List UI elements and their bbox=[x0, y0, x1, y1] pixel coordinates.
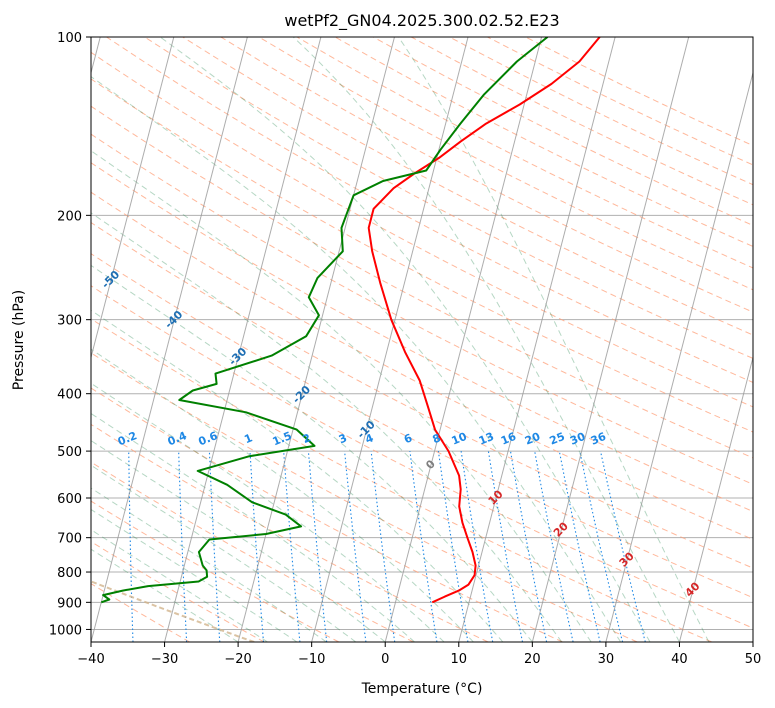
chart-title: wetPf2_GN04.2025.300.02.52.E23 bbox=[284, 11, 559, 31]
isotherm bbox=[311, 37, 469, 642]
dry-adiabat bbox=[91, 253, 753, 599]
mixing-ratio-label: 10 bbox=[450, 430, 469, 448]
isotherm bbox=[384, 37, 543, 642]
dry-adiabat bbox=[91, 318, 712, 642]
y-tick-label: 900 bbox=[57, 596, 82, 611]
dry-adiabat bbox=[144, 37, 753, 359]
x-tick-label: 20 bbox=[524, 652, 541, 667]
mixing-ratio-line bbox=[370, 451, 396, 642]
x-axis-label: Temperature (°C) bbox=[361, 681, 483, 697]
isotherm bbox=[678, 355, 753, 642]
isotherms bbox=[91, 37, 753, 642]
y-tick-label: 100 bbox=[57, 31, 82, 46]
mixing-ratio-line bbox=[283, 451, 301, 642]
isotherm bbox=[91, 37, 175, 360]
mixing-ratio-label: 16 bbox=[499, 430, 518, 448]
mixing-ratio-label: 3 bbox=[337, 431, 349, 446]
x-tick-label: −10 bbox=[298, 652, 325, 667]
y-axis-ticks: 100 200 300 400 500 600 700 800 900 1000 bbox=[49, 31, 91, 638]
mixing-ratio-label: 20 bbox=[523, 430, 542, 448]
x-tick-label: −30 bbox=[151, 652, 178, 667]
plot-area: -100-90-80-70-60-50-40-30-20-10010203040… bbox=[91, 37, 753, 642]
moist-adiabat bbox=[398, 37, 710, 642]
moist-adiabat bbox=[91, 487, 327, 642]
isotherm bbox=[605, 70, 753, 642]
isotherm bbox=[531, 37, 690, 642]
x-axis-ticks: −40 −30 −20 −10 0 10 20 30 40 50 bbox=[77, 642, 761, 667]
mixing-ratio-label: 1 bbox=[242, 431, 254, 446]
dry-adiabat bbox=[91, 583, 190, 642]
mixing-ratio-line bbox=[409, 451, 438, 642]
moist-adiabat bbox=[91, 464, 357, 642]
dry-adiabat bbox=[91, 387, 563, 642]
mixing-ratio-line bbox=[579, 450, 624, 642]
y-tick-label: 300 bbox=[57, 314, 82, 329]
y-tick-label: 400 bbox=[57, 388, 82, 403]
x-tick-label: −20 bbox=[224, 652, 251, 667]
mixing-ratio-label: 30 bbox=[568, 430, 587, 448]
dry-adiabat bbox=[91, 285, 753, 629]
sounding-series bbox=[100, 37, 601, 604]
y-tick-label: 700 bbox=[57, 532, 82, 547]
moist-adiabat bbox=[91, 309, 504, 642]
moist-adiabats bbox=[91, 37, 710, 642]
x-tick-label: 30 bbox=[598, 652, 615, 667]
mixing-ratio-label: 2 bbox=[301, 431, 313, 446]
y-tick-label: 800 bbox=[57, 566, 82, 581]
x-tick-label: 10 bbox=[451, 652, 468, 667]
dry-adiabat bbox=[91, 133, 753, 485]
y-tick-label: 500 bbox=[57, 445, 82, 460]
x-tick-label: 40 bbox=[671, 652, 688, 667]
dry-boundary-line bbox=[91, 580, 255, 642]
isotherm bbox=[91, 37, 248, 642]
isotherm bbox=[237, 37, 395, 642]
mixing-ratio-line bbox=[307, 451, 328, 642]
moist-adiabat bbox=[292, 37, 680, 642]
mixing-ratio-line bbox=[558, 450, 601, 642]
dry-boundary-curve bbox=[91, 580, 255, 642]
mixing-ratio-label: 8 bbox=[431, 431, 443, 446]
dry-adiabat bbox=[91, 51, 753, 408]
moist-adiabat bbox=[91, 264, 533, 642]
mixing-ratio-label: 13 bbox=[477, 430, 496, 448]
moist-adiabat bbox=[91, 150, 592, 642]
y-tick-label: 1000 bbox=[49, 623, 82, 638]
temperature-line bbox=[367, 37, 601, 604]
dry-adiabat bbox=[258, 37, 753, 291]
y-axis-label: Pressure (hPa) bbox=[11, 290, 27, 390]
dry-adiabat bbox=[106, 37, 753, 383]
moist-adiabat bbox=[91, 212, 563, 642]
dry-adiabat bbox=[220, 37, 753, 313]
mixing-ratio-label: 25 bbox=[548, 430, 567, 448]
moist-adiabat bbox=[91, 76, 622, 642]
x-tick-label: 50 bbox=[745, 652, 762, 667]
y-tick-label: 200 bbox=[57, 209, 82, 224]
x-tick-label: −40 bbox=[77, 652, 104, 667]
isotherm bbox=[458, 37, 616, 642]
moist-adiabat bbox=[91, 382, 445, 642]
x-tick-label: 0 bbox=[381, 652, 389, 667]
dry-adiabat bbox=[91, 352, 638, 642]
dry-adiabat bbox=[91, 423, 489, 642]
mixing-ratio-line bbox=[509, 451, 548, 642]
plot-frame bbox=[90, 36, 754, 643]
mixing-ratio-line bbox=[437, 451, 469, 642]
mixing-ratio-label: 36 bbox=[589, 430, 608, 448]
y-tick-label: 600 bbox=[57, 492, 82, 507]
dewpoint-line bbox=[100, 37, 549, 604]
isotherm bbox=[164, 37, 322, 642]
mixing-ratio-line bbox=[534, 451, 574, 642]
dry-adiabat bbox=[91, 105, 753, 459]
mixing-ratio-line bbox=[344, 451, 367, 642]
moist-adiabat bbox=[91, 440, 386, 642]
moist-adiabat bbox=[159, 37, 651, 642]
